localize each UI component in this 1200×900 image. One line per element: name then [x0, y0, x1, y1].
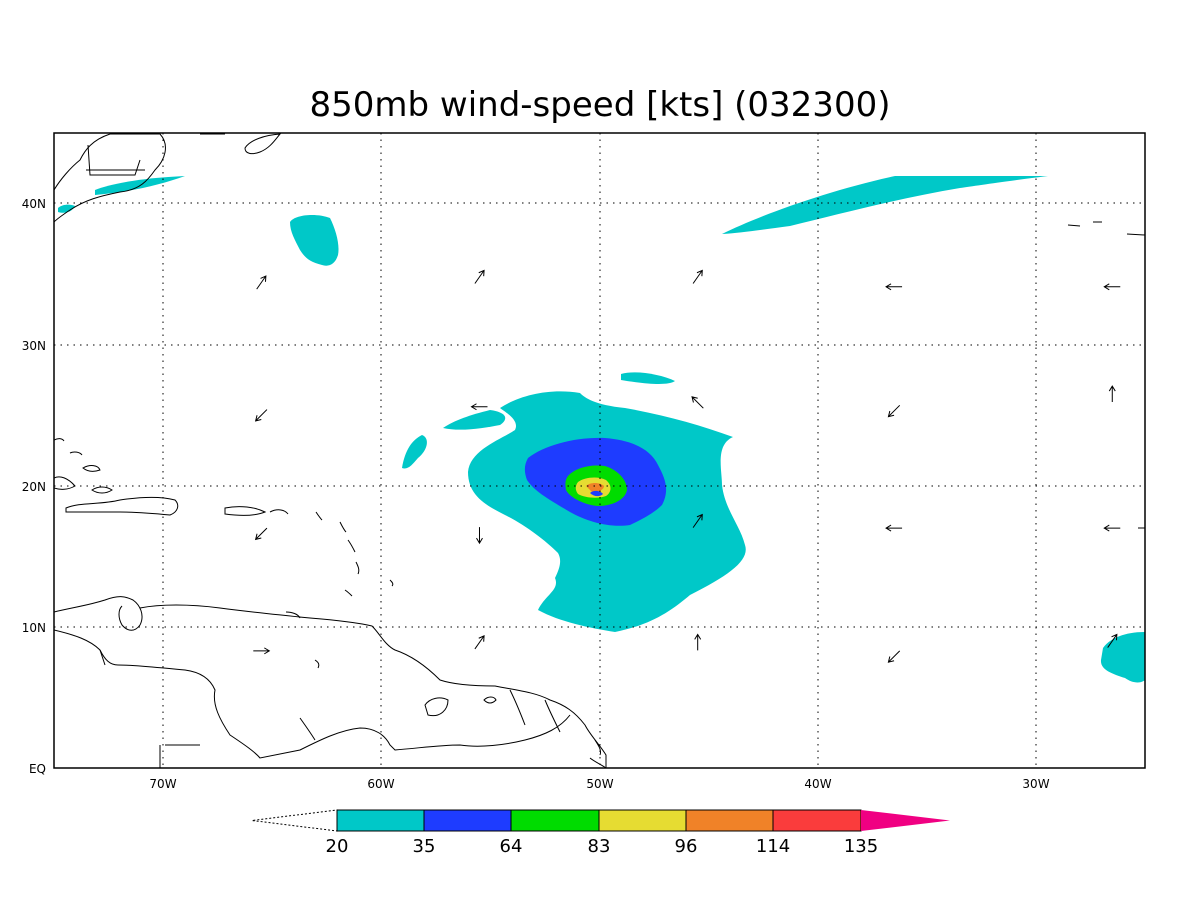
wind-vector-arrow	[256, 275, 267, 290]
x-axis-labels: 70W 60W 50W 40W 30W	[149, 777, 1049, 791]
colorbar-box-35	[423, 809, 512, 832]
plot-content	[54, 133, 1145, 768]
wind-vector-arrow	[691, 396, 704, 409]
plot-frame	[53, 132, 1146, 769]
wind-vector-arrow	[474, 635, 485, 650]
colorbar-low-triangle	[251, 809, 338, 832]
wind-vector-arrow	[1108, 385, 1116, 403]
wind-20kt-west-blob	[402, 435, 427, 469]
wind-vector-arrow	[474, 269, 485, 284]
colorbar-label: 135	[844, 836, 878, 857]
storm-eye-region	[590, 490, 603, 497]
wind-vector-arrow	[253, 647, 271, 655]
y-tick-label: 30N	[22, 339, 46, 353]
wind-vector-arrow	[254, 527, 268, 541]
y-tick-label: 40N	[22, 197, 46, 211]
colorbar-box-96	[685, 809, 774, 832]
x-tick-label: 30W	[1022, 777, 1049, 791]
colorbar-label: 20	[326, 836, 349, 857]
wind-vector-arrow	[254, 409, 268, 422]
colorbar-box-20	[336, 809, 425, 832]
wind-20kt-west-arm	[443, 410, 506, 430]
colorbar-box-114	[772, 809, 862, 832]
y-tick-label: 10N	[22, 621, 46, 635]
wind-vector-arrow	[476, 527, 483, 545]
wind-vector-arrow	[887, 650, 901, 663]
wind-vector-arrow	[692, 269, 703, 284]
y-axis-labels: EQ 10N 20N 30N 40N	[22, 197, 46, 776]
colorbar: 20 35 64 83 96 114 135	[251, 809, 950, 857]
wind-vector-arrow	[1103, 283, 1121, 291]
colorbar-label: 114	[756, 836, 790, 857]
colorbar-label: 96	[675, 836, 698, 857]
colorbar-high-triangle	[861, 810, 950, 831]
x-tick-label: 40W	[804, 777, 831, 791]
colorbar-box-64	[510, 809, 600, 832]
x-tick-label: 70W	[149, 777, 176, 791]
wind-vector-arrow	[885, 524, 903, 532]
wind-vector-arrow	[692, 513, 703, 528]
wind-vector-arrow	[694, 633, 702, 651]
coastlines	[54, 133, 1145, 768]
x-tick-label: 60W	[367, 777, 394, 791]
wind-20kt-coast-blob	[58, 204, 75, 213]
wind-vector-arrow	[1103, 524, 1121, 532]
colorbar-label: 83	[588, 836, 611, 857]
figure-title: 850mb wind-speed [kts] (032300)	[310, 85, 891, 125]
wind-vector-arrow	[887, 404, 901, 418]
wind-20kt-north-blob	[621, 372, 675, 384]
wind-vectors	[253, 269, 1121, 663]
wind-20kt-bermuda-blob	[290, 214, 339, 266]
y-tick-label: 20N	[22, 480, 46, 494]
colorbar-label: 35	[413, 836, 436, 857]
wind-vector-arrow	[885, 283, 903, 291]
wind-vector-arrow	[470, 403, 488, 411]
wind-20kt-northeast-band	[722, 176, 1048, 234]
y-tick-label: EQ	[29, 762, 46, 776]
x-tick-label: 50W	[586, 777, 613, 791]
colorbar-box-83	[598, 809, 687, 832]
wind-20kt-southeast-blob	[1100, 632, 1145, 683]
wind-vector-arrow	[1107, 633, 1118, 648]
colorbar-label: 64	[500, 836, 523, 857]
